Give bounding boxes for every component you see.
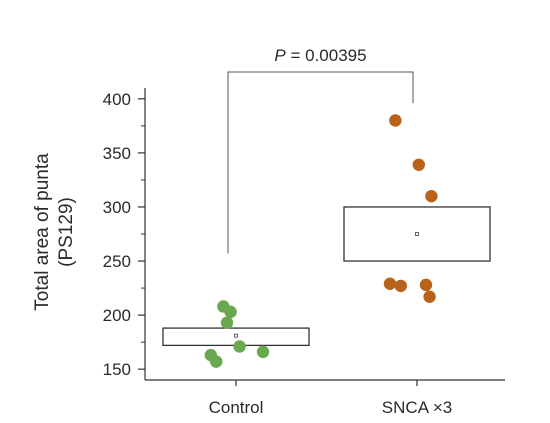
data-points (204, 114, 438, 368)
data-point-1-5 (419, 278, 433, 292)
data-point-1-3 (383, 277, 397, 290)
data-point-0-4 (256, 345, 270, 359)
data-point-0-1 (224, 305, 237, 319)
mean-boxes (162, 206, 491, 347)
mean-marker-0 (234, 333, 238, 338)
y-axis-title-line-2: (PS129) (56, 197, 77, 267)
data-point-0-3 (233, 340, 246, 353)
data-point-1-4 (394, 279, 407, 293)
y-tick-label-400: 400 (103, 90, 131, 109)
significance-bracket-line (227, 71, 414, 254)
data-point-1-6 (423, 290, 436, 303)
y-tick-label-350: 350 (103, 144, 131, 163)
data-point-1-0 (389, 114, 402, 127)
data-point-0-6 (210, 355, 223, 368)
data-point-0-2 (220, 316, 234, 329)
significance-bracket: P = 0.00395 (227, 46, 414, 254)
p-value-number: = 0.00395 (286, 46, 367, 65)
data-point-1-2 (425, 189, 438, 203)
p-value-label: P = 0.00395 (274, 46, 366, 65)
y-tick-label-300: 300 (103, 198, 131, 217)
y-axis-title-line-1: Total area of punta (32, 153, 53, 311)
axes: 150 200 250 300 350 400 Control SNCA ×3 (103, 88, 505, 417)
x-tick-label-0: Control (209, 398, 264, 417)
y-tick-label-150: 150 (103, 360, 131, 379)
data-point-1-1 (412, 158, 425, 171)
mean-marker-1 (415, 232, 419, 236)
x-tick-label-1: SNCA ×3 (382, 398, 452, 417)
p-value-symbol: P (274, 46, 286, 65)
y-tick-label-200: 200 (103, 306, 131, 325)
y-tick-label-250: 250 (103, 252, 131, 271)
